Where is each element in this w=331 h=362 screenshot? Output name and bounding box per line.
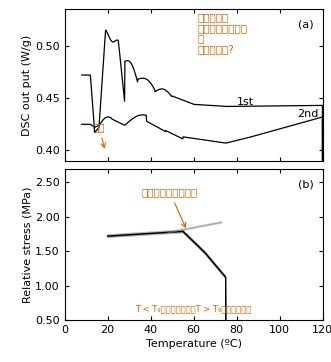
- Text: タンパク質の変性: タンパク質の変性: [198, 23, 248, 33]
- Text: (b): (b): [298, 179, 314, 189]
- Text: 2nd: 2nd: [297, 109, 318, 119]
- X-axis label: Temperature (ºC): Temperature (ºC): [146, 340, 242, 349]
- Text: 吸熱: 吸熱: [93, 123, 105, 148]
- Text: ガラス転移?: ガラス転移?: [198, 44, 235, 54]
- Y-axis label: DSC out put (W/g): DSC out put (W/g): [22, 34, 32, 136]
- Text: 1st: 1st: [237, 97, 254, 107]
- Y-axis label: Relative stress (MPa): Relative stress (MPa): [22, 186, 32, 303]
- Text: ：: ：: [198, 34, 204, 43]
- Text: T < T₉で応力を与えてT > T₉まで等速昇温: T < T₉で応力を与えてT > T₉まで等速昇温: [135, 304, 252, 313]
- Text: 油脂の融解: 油脂の融解: [198, 13, 229, 22]
- Text: 軟化（ガラス転移）: 軟化（ガラス転移）: [142, 188, 198, 227]
- Text: (a): (a): [298, 20, 314, 30]
